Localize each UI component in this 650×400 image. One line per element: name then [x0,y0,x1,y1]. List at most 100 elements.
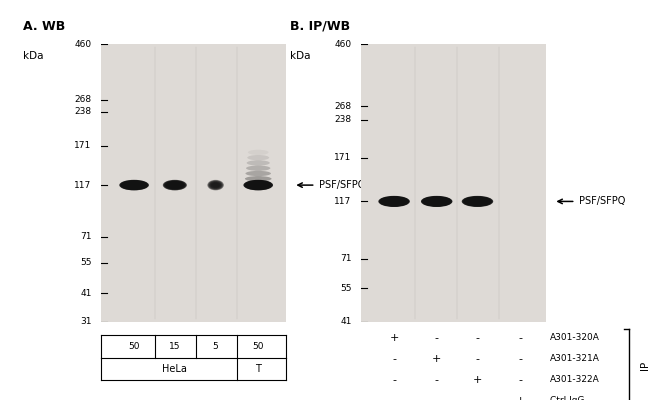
Ellipse shape [168,182,182,188]
Text: -: - [518,333,522,343]
Text: 41: 41 [80,289,92,298]
Ellipse shape [123,181,145,189]
Ellipse shape [469,199,486,204]
Text: A301-320A: A301-320A [550,333,599,342]
Ellipse shape [208,180,223,190]
Text: 238: 238 [74,108,92,116]
Ellipse shape [246,160,270,166]
Text: -: - [435,333,439,343]
Ellipse shape [168,182,181,188]
Ellipse shape [210,182,221,188]
Ellipse shape [465,197,489,206]
Ellipse shape [463,196,493,207]
Ellipse shape [381,197,408,206]
Ellipse shape [166,181,184,189]
Ellipse shape [244,180,272,190]
Ellipse shape [246,181,271,190]
Ellipse shape [385,198,404,204]
Ellipse shape [165,181,185,189]
Ellipse shape [246,166,270,171]
Ellipse shape [122,181,147,190]
Text: -: - [518,375,522,385]
Text: 55: 55 [80,258,92,268]
Ellipse shape [382,197,406,206]
Ellipse shape [122,181,146,189]
Ellipse shape [247,155,269,160]
Ellipse shape [166,182,183,189]
Ellipse shape [386,199,402,204]
Text: 41: 41 [340,318,352,326]
Ellipse shape [246,181,270,189]
Text: 5: 5 [213,342,218,351]
Text: 71: 71 [80,232,92,241]
Text: PSF/SFPQ: PSF/SFPQ [319,180,366,190]
Ellipse shape [162,180,187,190]
Ellipse shape [211,182,220,188]
Text: -: - [475,354,480,364]
Text: -: - [475,333,480,343]
Ellipse shape [248,182,268,188]
Text: 117: 117 [74,181,92,190]
Ellipse shape [120,180,148,190]
Ellipse shape [471,199,484,204]
Text: -: - [435,375,439,385]
Ellipse shape [427,198,446,204]
Ellipse shape [243,180,273,190]
Text: A301-322A: A301-322A [550,375,599,384]
Ellipse shape [121,180,148,190]
Ellipse shape [127,183,141,187]
Ellipse shape [210,182,222,189]
Text: 171: 171 [74,142,92,150]
Ellipse shape [430,199,444,204]
Text: 460: 460 [334,40,352,48]
Text: A301-321A: A301-321A [550,354,599,363]
Text: PSF/SFPQ: PSF/SFPQ [579,196,626,206]
Ellipse shape [163,180,187,190]
Text: kDa: kDa [291,51,311,61]
Ellipse shape [246,171,271,176]
Text: +: + [515,396,525,400]
Ellipse shape [126,182,142,188]
Ellipse shape [379,196,409,207]
Text: +: + [389,333,399,343]
Ellipse shape [387,199,401,204]
Text: HeLa: HeLa [162,364,187,374]
Text: 238: 238 [334,115,352,124]
Text: 117: 117 [334,197,352,206]
Text: IP: IP [640,360,650,370]
Text: -: - [475,396,480,400]
Ellipse shape [252,183,265,187]
Ellipse shape [426,198,447,205]
Ellipse shape [248,182,268,189]
Text: -: - [392,354,396,364]
Ellipse shape [209,181,223,190]
Ellipse shape [247,181,269,189]
Ellipse shape [464,197,491,206]
Ellipse shape [468,198,487,204]
Ellipse shape [209,181,222,189]
Text: 55: 55 [340,284,352,293]
Ellipse shape [424,197,449,206]
Ellipse shape [167,182,183,188]
Text: B. IP/WB: B. IP/WB [291,20,350,33]
Ellipse shape [421,196,452,207]
Text: +: + [432,354,441,364]
Text: -: - [392,396,396,400]
Ellipse shape [423,197,450,206]
Ellipse shape [429,199,445,204]
Ellipse shape [209,181,222,189]
Ellipse shape [382,197,407,206]
Ellipse shape [208,180,224,190]
Ellipse shape [469,199,486,204]
Text: 460: 460 [74,40,92,48]
Text: kDa: kDa [23,51,44,61]
Ellipse shape [245,180,272,190]
Ellipse shape [245,176,272,182]
Text: 268: 268 [74,95,92,104]
Text: -: - [435,396,439,400]
Text: Ctrl IgG: Ctrl IgG [550,396,584,400]
Ellipse shape [467,198,488,205]
Text: +: + [473,375,482,385]
Ellipse shape [463,196,491,206]
Text: -: - [392,375,396,385]
